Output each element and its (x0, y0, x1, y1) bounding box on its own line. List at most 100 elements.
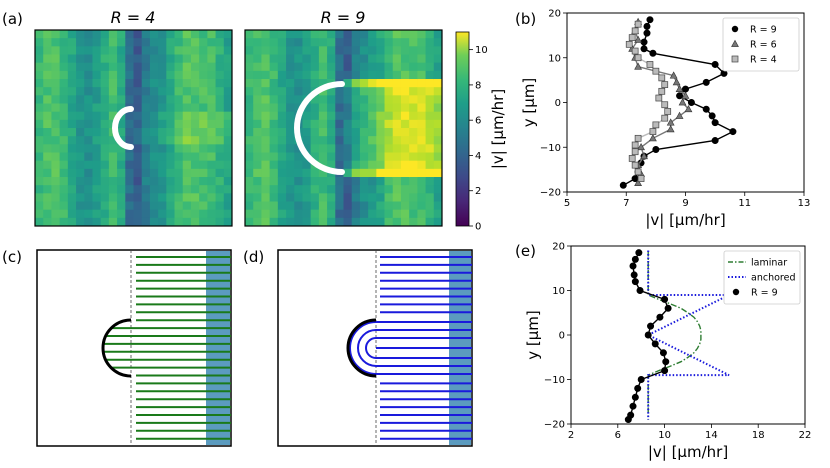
heatmap-cell (174, 160, 184, 170)
heatmap-cell (215, 136, 225, 145)
heatmap-cell (125, 38, 134, 47)
heatmap-cell (425, 128, 435, 137)
y-axis-label: y [μm] (524, 310, 542, 360)
heatmap-cell (35, 103, 44, 113)
heatmap-cell (207, 217, 216, 227)
heatmap-cell (223, 185, 233, 194)
heatmap-cell (190, 103, 200, 113)
heatmap-cell (409, 152, 418, 162)
data-point (684, 104, 693, 113)
heatmap-cell (76, 168, 85, 178)
heatmap-cell (174, 168, 184, 178)
heatmap-cell (302, 54, 312, 64)
heatmap-cell (269, 70, 279, 80)
heatmap-cell (400, 46, 410, 55)
heatmap-cell (302, 136, 312, 145)
heatmap-cell (359, 152, 369, 162)
heatmap-cell (117, 38, 126, 47)
heatmap-cell (392, 217, 402, 227)
heatmap-cell (351, 54, 361, 64)
y-tick-label: −20 (544, 420, 565, 431)
heatmap-cell (190, 193, 200, 202)
heatmap-cell (425, 185, 435, 194)
heatmap-cell (125, 87, 134, 96)
heatmap-cell (343, 62, 353, 72)
heatmap-cell (310, 79, 320, 88)
heatmap-cell (199, 193, 208, 202)
heatmap-cell (261, 177, 271, 186)
heatmap-cell (141, 217, 151, 227)
heatmap-cell (368, 152, 377, 162)
heatmap-cell (277, 95, 287, 104)
heatmap-cell (141, 160, 151, 170)
heatmap-cell (223, 79, 233, 88)
heatmap-cell (166, 79, 175, 88)
legend-marker (731, 55, 739, 63)
heatmap-cell (433, 168, 443, 178)
heatmap-cell (59, 152, 69, 162)
heatmap-cell (92, 87, 102, 96)
data-point (729, 128, 737, 136)
heatmap-cell (376, 38, 385, 47)
heatmap-cell (223, 46, 233, 55)
heatmap-cell (207, 201, 216, 211)
heatmap-cell (215, 209, 225, 219)
heatmap-cell (43, 54, 52, 64)
heatmap-cell (67, 103, 77, 113)
heatmap-cell (117, 185, 126, 194)
schematic-c-band (206, 251, 230, 445)
heatmap-cell (318, 152, 328, 162)
heatmap-cell (269, 38, 279, 47)
heatmap-cell (425, 160, 435, 170)
heatmap-cell (384, 70, 394, 80)
heatmap-cell (76, 46, 85, 55)
heatmap-cell (100, 185, 110, 194)
data-point (659, 349, 667, 357)
heatmap-cell (318, 62, 328, 72)
heatmap-cell (174, 209, 184, 219)
heatmap-cell (318, 95, 328, 104)
heatmap-cell (318, 185, 328, 194)
heatmap-cell (158, 111, 167, 121)
heatmap-cell (318, 144, 328, 153)
heatmap-cell (215, 79, 225, 88)
heatmap-cell (417, 87, 426, 96)
data-point (634, 168, 642, 176)
data-point (646, 61, 654, 68)
heatmap-cell (253, 54, 262, 64)
heatmap-cell (409, 38, 418, 47)
heatmap-cell (261, 46, 271, 55)
heatmap-cell (253, 119, 262, 129)
heatmap-cell (166, 209, 175, 219)
heatmap-cell (269, 177, 279, 186)
heatmap-cell (245, 144, 254, 153)
heatmap-cell (351, 79, 361, 88)
heatmap-cell (302, 79, 312, 88)
heatmap-cell (310, 185, 320, 194)
heatmap-cell (433, 136, 443, 145)
heatmap-cell (302, 201, 312, 211)
heatmap-cell (368, 30, 377, 39)
heatmap-cell (117, 54, 126, 64)
heatmap-cell (125, 128, 134, 137)
heatmap-cell (108, 136, 118, 145)
data-point (702, 105, 710, 113)
heatmap-cell (141, 201, 151, 211)
heatmap-cell (133, 201, 143, 211)
heatmap-cell (261, 201, 271, 211)
heatmap-cell (76, 38, 85, 47)
heatmap-cell (149, 87, 159, 96)
heatmap-cell (269, 217, 279, 227)
heatmap-cell (277, 201, 287, 211)
heatmap-cell (166, 103, 175, 113)
heatmap-cell (43, 103, 52, 113)
heatmap-cell (59, 111, 69, 121)
heatmap-cell (158, 38, 167, 47)
heatmap-cell (351, 70, 361, 80)
heatmap-cell (51, 46, 61, 55)
heatmap-cell (158, 136, 167, 145)
heatmap-cell (400, 79, 410, 88)
heatmap-cell (327, 152, 336, 162)
schematic-c (36, 249, 232, 447)
